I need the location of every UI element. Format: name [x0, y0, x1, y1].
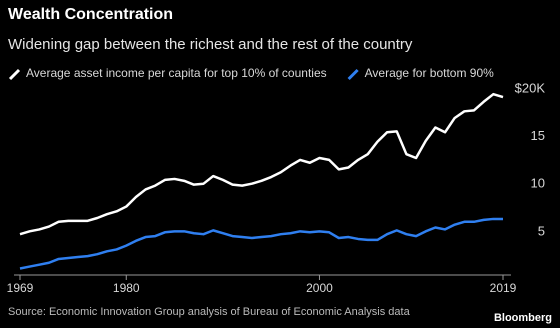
y-tick-label: 5 [538, 223, 545, 238]
legend-label: Average asset income per capita for top … [26, 66, 327, 80]
series-line [19, 217, 503, 270]
x-tick-label: 2019 [490, 281, 517, 295]
brand: Bloomberg [494, 312, 552, 324]
chart-subtitle: Widening gap between the richest and the… [8, 36, 413, 53]
y-tick-label: 10 [531, 176, 545, 191]
x-tick-label: 2000 [306, 281, 333, 295]
source-note: Source: Economic Innovation Group analys… [8, 306, 411, 318]
y-tick-label: $20K [515, 80, 546, 95]
legend-swatch [347, 68, 359, 81]
x-tick-label: 1980 [113, 281, 140, 295]
chart-title: Wealth Concentration [8, 6, 173, 23]
legend-swatch [8, 68, 21, 81]
x-tick-label: 1969 [7, 281, 34, 295]
y-tick-label: 15 [531, 128, 545, 143]
legend-label: Average for bottom 90% [365, 66, 495, 80]
series-line [19, 92, 504, 236]
